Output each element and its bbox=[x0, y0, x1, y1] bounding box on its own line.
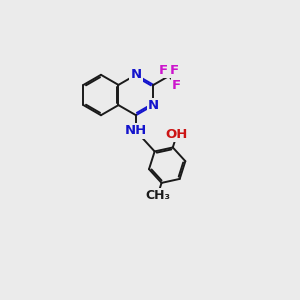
Text: F: F bbox=[158, 64, 168, 77]
Text: NH: NH bbox=[125, 124, 147, 137]
Text: CH₃: CH₃ bbox=[145, 189, 170, 202]
Text: OH: OH bbox=[166, 128, 188, 141]
Text: N: N bbox=[130, 68, 142, 81]
Text: F: F bbox=[172, 79, 181, 92]
Text: F: F bbox=[170, 64, 179, 77]
Text: N: N bbox=[148, 99, 159, 112]
